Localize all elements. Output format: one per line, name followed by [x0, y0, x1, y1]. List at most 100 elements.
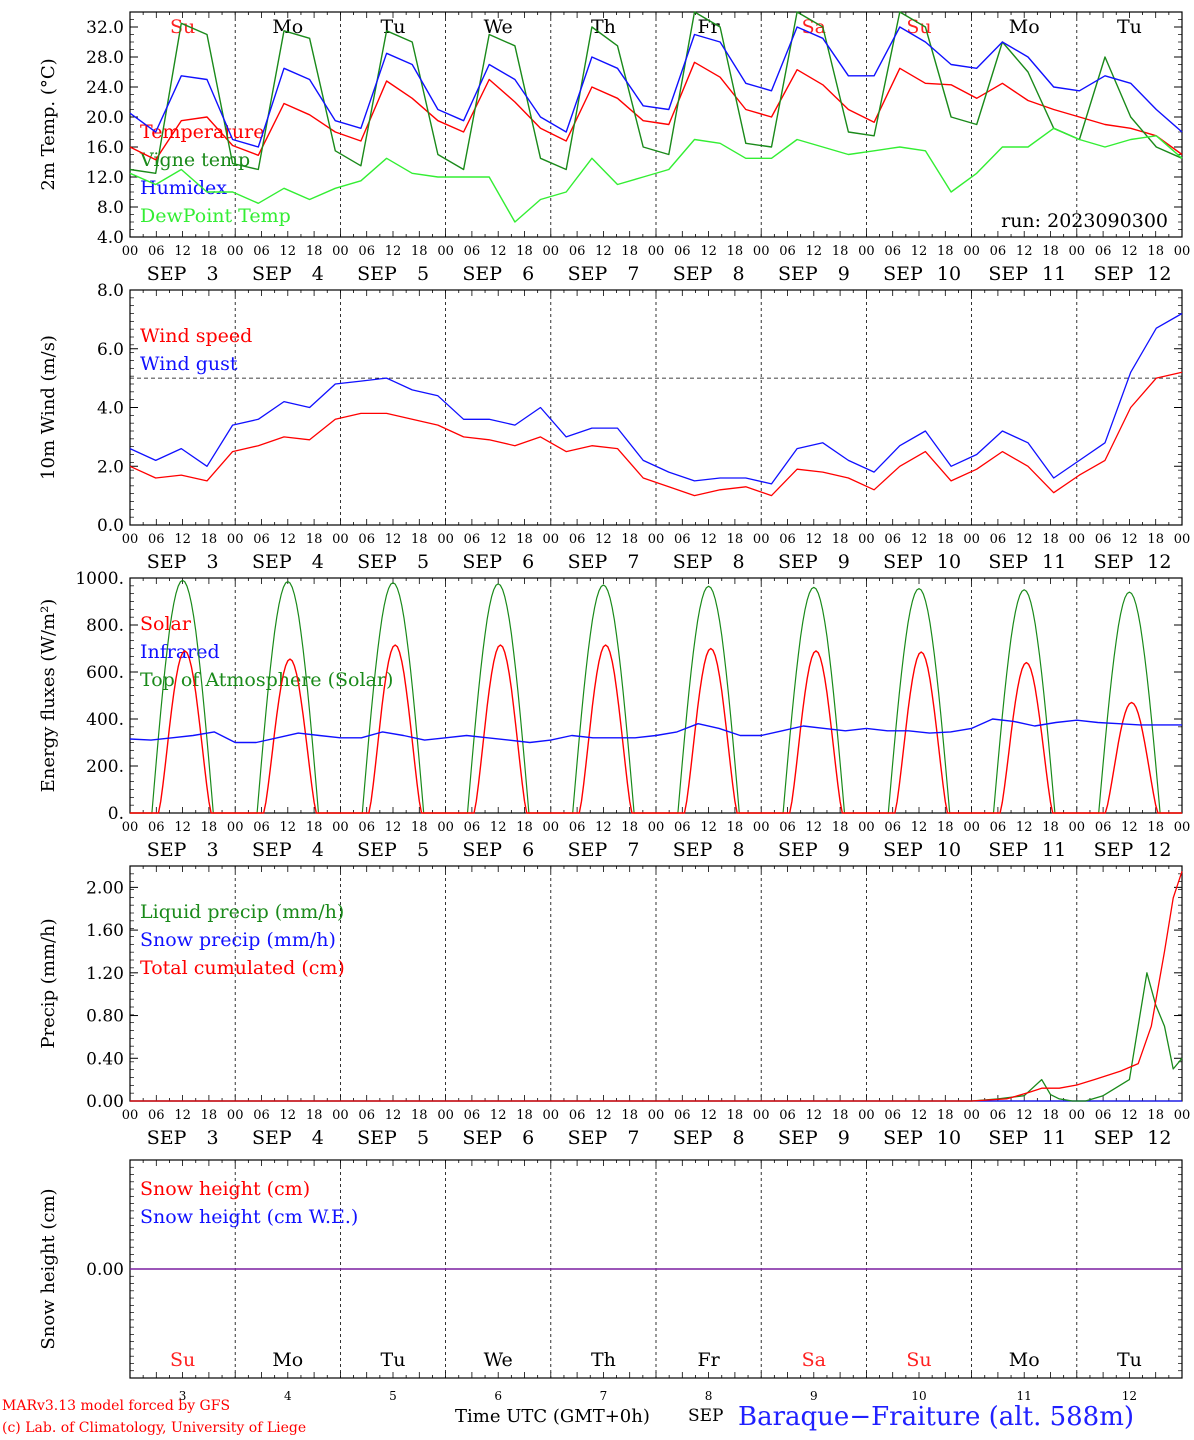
- date-label: 4: [312, 551, 324, 573]
- series-line-red: [129, 61, 1183, 161]
- hour-tick-label: 18: [516, 820, 533, 835]
- hour-tick-label: 06: [253, 244, 270, 259]
- hour-tick-label: 12: [1016, 532, 1033, 547]
- month-label: SEP: [988, 1127, 1028, 1149]
- hour-tick-label: 06: [464, 532, 481, 547]
- day-of-week-label: Mo: [1009, 1349, 1040, 1371]
- hour-tick-label: 00: [122, 532, 139, 547]
- day-of-week-label: We: [484, 1349, 513, 1371]
- hour-tick-label: 00: [963, 532, 980, 547]
- lab-credit: (c) Lab. of Climatology, University of L…: [2, 1420, 307, 1436]
- day-of-week-label: Tu: [381, 1349, 406, 1371]
- hour-tick-label: 00: [332, 244, 349, 259]
- date-label: 11: [1042, 1127, 1066, 1149]
- day-of-week-label: Fr: [697, 16, 720, 38]
- hour-tick-label: 18: [1042, 1108, 1059, 1123]
- bottom-date-label: 6: [494, 1389, 502, 1403]
- month-label: SEP: [357, 839, 397, 861]
- y-tick-label: 16.0: [86, 138, 124, 158]
- date-label: 9: [838, 839, 850, 861]
- hour-tick-label: 06: [464, 820, 481, 835]
- month-label: SEP: [462, 839, 502, 861]
- month-label: SEP: [568, 839, 608, 861]
- y-axis-label: 10m Wind (m/s): [38, 335, 59, 480]
- hour-tick-label: 12: [280, 820, 297, 835]
- month-label: SEP: [778, 839, 818, 861]
- hour-tick-label: 00: [963, 820, 980, 835]
- hour-tick-label: 06: [674, 820, 691, 835]
- date-label: 3: [207, 551, 219, 573]
- hour-tick-label: 00: [753, 244, 770, 259]
- hour-tick-label: 06: [990, 820, 1007, 835]
- date-label: 8: [733, 263, 745, 285]
- hour-tick-label: 00: [1174, 532, 1191, 547]
- hour-tick-label: 12: [595, 532, 612, 547]
- month-label: SEP: [883, 1127, 923, 1149]
- date-label: 5: [417, 263, 429, 285]
- legend-entry: Solar: [140, 613, 192, 635]
- hour-tick-label: 06: [358, 532, 375, 547]
- hour-tick-label: 12: [280, 1108, 297, 1123]
- hour-tick-label: 06: [358, 244, 375, 259]
- day-of-week-label: We: [484, 16, 513, 38]
- day-of-week-label: Tu: [1117, 1349, 1142, 1371]
- panel-energy: 0. 200. 400. 600. 800. 1000. Energy fluxes (W/…: [38, 569, 1190, 861]
- date-label: 10: [937, 839, 961, 861]
- hour-tick-label: 00: [1174, 820, 1191, 835]
- hour-tick-label: 00: [227, 532, 244, 547]
- hour-tick-label: 12: [911, 532, 928, 547]
- month-label: SEP: [252, 1127, 292, 1149]
- day-of-week-label: Su: [906, 1349, 931, 1371]
- hour-tick-label: 12: [700, 820, 717, 835]
- hour-tick-label: 12: [595, 244, 612, 259]
- hour-tick-label: 06: [674, 1108, 691, 1123]
- hour-tick-label: 12: [700, 1108, 717, 1123]
- legend-entry: Liquid precip (mm/h): [140, 901, 344, 923]
- hour-tick-label: 18: [201, 1108, 218, 1123]
- y-tick-label: 8.0: [97, 281, 124, 301]
- hour-tick-label: 06: [674, 244, 691, 259]
- hour-tick-label: 18: [411, 1108, 428, 1123]
- month-label: SEP: [357, 263, 397, 285]
- y-tick-label: 1000.: [75, 569, 124, 589]
- hour-tick-label: 00: [858, 532, 875, 547]
- y-tick-label: 0.: [108, 804, 124, 824]
- legend-entry: Total cumulated (cm): [140, 957, 345, 979]
- month-label: SEP: [1094, 551, 1134, 573]
- hour-tick-label: 00: [122, 244, 139, 259]
- y-tick-label: 32.0: [86, 18, 124, 38]
- y-tick-label: 800.: [86, 616, 124, 636]
- hour-tick-label: 00: [227, 820, 244, 835]
- y-tick-label: 12.0: [86, 168, 124, 188]
- hour-tick-label: 06: [779, 1108, 796, 1123]
- hour-tick-label: 00: [1174, 1108, 1191, 1123]
- hour-tick-label: 18: [516, 1108, 533, 1123]
- hour-tick-label: 12: [700, 532, 717, 547]
- day-of-week-label: Mo: [1009, 16, 1040, 38]
- date-label: 5: [417, 839, 429, 861]
- hour-tick-label: 00: [122, 1108, 139, 1123]
- month-label: SEP: [988, 839, 1028, 861]
- hour-tick-label: 06: [990, 532, 1007, 547]
- hour-tick-label: 06: [464, 1108, 481, 1123]
- day-of-week-label: Su: [170, 16, 195, 38]
- hour-tick-label: 06: [148, 820, 165, 835]
- hour-tick-label: 12: [806, 532, 823, 547]
- bottom-date-label: 3: [179, 1389, 187, 1403]
- hour-tick-label: 18: [937, 244, 954, 259]
- month-label: SEP: [147, 263, 187, 285]
- hour-tick-label: 00: [1174, 244, 1191, 259]
- legend-entry: Wind speed: [140, 325, 252, 347]
- hour-tick-label: 00: [753, 820, 770, 835]
- month-label: SEP: [252, 263, 292, 285]
- y-tick-label: 8.0: [97, 198, 124, 218]
- hour-tick-label: 18: [621, 1108, 638, 1123]
- month-label: SEP: [883, 263, 923, 285]
- hour-tick-label: 18: [937, 532, 954, 547]
- y-tick-label: 20.0: [86, 108, 124, 128]
- hour-tick-label: 06: [779, 244, 796, 259]
- hour-tick-label: 00: [858, 820, 875, 835]
- hour-tick-label: 06: [1095, 820, 1112, 835]
- date-label: 9: [838, 551, 850, 573]
- panel-precip: 0.00 0.40 0.80 1.20 1.60 2.00 Precip (mm/h) Liq…: [38, 865, 1191, 1149]
